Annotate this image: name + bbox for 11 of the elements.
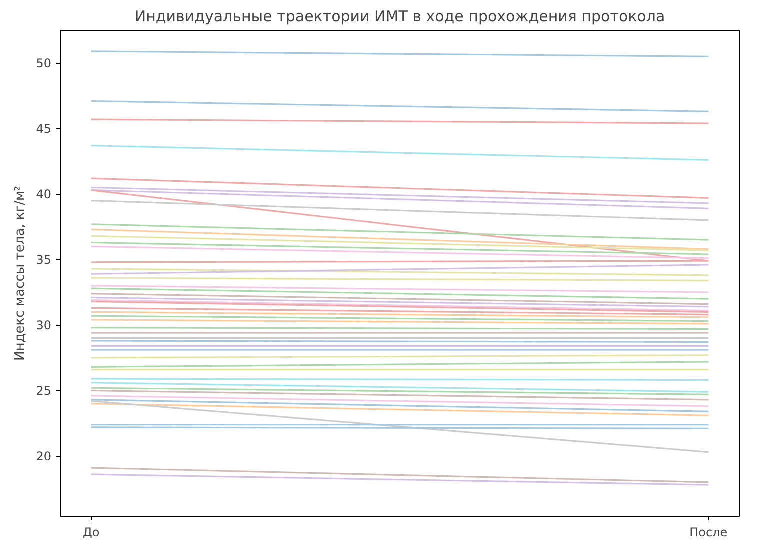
- y-tick-label: 40: [36, 188, 52, 202]
- y-tick-label: 25: [36, 384, 52, 398]
- y-tick-label: 35: [36, 253, 52, 268]
- x-tick-label: После: [690, 526, 728, 540]
- x-tick-label: До: [83, 526, 100, 540]
- y-tick-label: 50: [36, 56, 52, 71]
- y-axis-title: Индекс массы тела, кг/м²: [13, 186, 28, 361]
- y-tick-label: 20: [36, 450, 52, 464]
- chart-title: Индивидуальные траектории ИМТ в ходе прохождения протокола: [134, 8, 666, 26]
- y-tick-label: 45: [36, 122, 52, 136]
- y-tick-label: 30: [36, 318, 52, 333]
